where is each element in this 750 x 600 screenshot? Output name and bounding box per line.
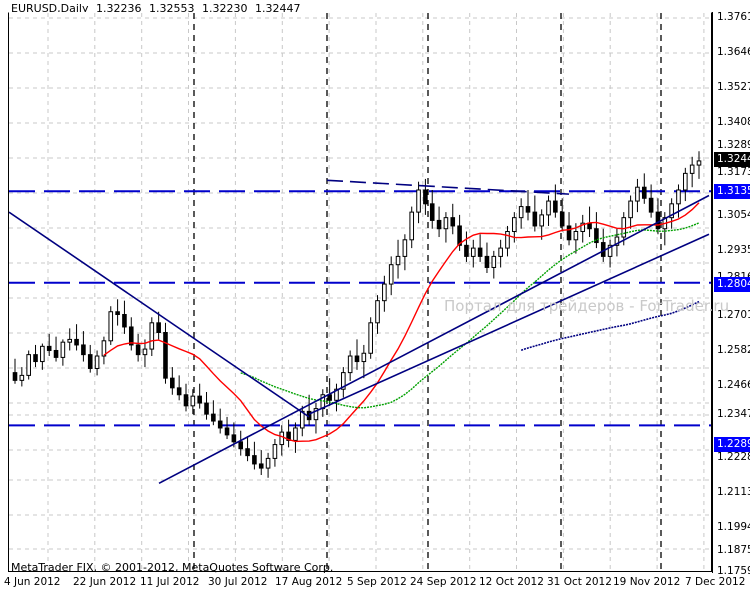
price-axis-line: [712, 12, 713, 573]
quote-header: EURUSD,Daily 1.32236 1.32553 1.32230 1.3…: [11, 2, 304, 15]
quote-high: 1.32553: [148, 2, 195, 15]
ascending-support-major: [158, 194, 710, 485]
price-tick-label: 1.30545: [717, 209, 750, 221]
copyright-text: MetaTrader FIX, © 2001-2012, MetaQuotes …: [11, 561, 334, 574]
level-price-tag[interactable]: 1.28046: [714, 277, 750, 292]
price-tick-label: 1.22285: [717, 451, 750, 463]
price-tick-label: 1.37615: [717, 11, 750, 23]
quote-low: 1.32230: [201, 2, 248, 15]
price-tick-label: 1.19940: [717, 521, 750, 533]
symbol-period-label: EURUSD,Daily: [11, 2, 89, 15]
date-tick-label: 19 Nov 2012: [613, 576, 681, 588]
ma-mid-line: [240, 222, 700, 409]
price-tick-label: 1.31735: [717, 166, 750, 178]
upper-channel-line: [326, 179, 570, 195]
descending-resistance: [9, 211, 310, 418]
price-tick-label: 1.17595: [717, 565, 750, 577]
date-tick-label: 5 Sep 2012: [347, 576, 407, 588]
price-tick-label: 1.36460: [717, 46, 750, 58]
current-price-tag[interactable]: 1.32447: [714, 152, 750, 167]
ascending-support-minor: [308, 233, 710, 415]
quote-close: 1.32447: [254, 2, 301, 15]
date-tick-label: 17 Aug 2012: [275, 576, 343, 588]
price-tick-label: 1.25820: [717, 344, 750, 356]
price-chart-svg: [9, 13, 711, 571]
date-tick-label: 31 Oct 2012: [547, 576, 612, 588]
date-tick-label: 30 Jul 2012: [208, 576, 268, 588]
ma-slow-line: [520, 300, 700, 351]
chart-plot-area[interactable]: [8, 12, 712, 572]
date-tick-label: 24 Sep 2012: [410, 576, 477, 588]
level-price-tag[interactable]: 1.22892: [714, 437, 750, 452]
candlesticks: [12, 151, 702, 478]
quote-open: 1.32236: [95, 2, 142, 15]
horizontal-level-lines: [9, 190, 711, 427]
price-tick-label: 1.32890: [717, 139, 750, 151]
price-tick-label: 1.35270: [717, 81, 750, 93]
price-tick-label: 1.29355: [717, 244, 750, 256]
price-tick-label: 1.23475: [717, 408, 750, 420]
level-price-tag[interactable]: 1.31353: [714, 184, 750, 199]
period-separators: [193, 13, 662, 571]
trend-lines: [9, 179, 710, 485]
price-tick-label: 1.27010: [717, 309, 750, 321]
grid-lines: [9, 13, 711, 571]
date-tick-label: 7 Dec 2012: [685, 576, 746, 588]
date-tick-label: 4 Jun 2012: [4, 576, 61, 588]
date-tick-label: 12 Oct 2012: [479, 576, 544, 588]
date-tick-label: 11 Jul 2012: [140, 576, 200, 588]
price-tick-label: 1.18750: [717, 544, 750, 556]
date-tick-label: 22 Jun 2012: [73, 576, 137, 588]
price-tick-label: 1.34080: [717, 116, 750, 128]
ma-fast-line: [103, 202, 700, 443]
price-tick-label: 1.24665: [717, 379, 750, 391]
price-tick-label: 1.21130: [717, 486, 750, 498]
